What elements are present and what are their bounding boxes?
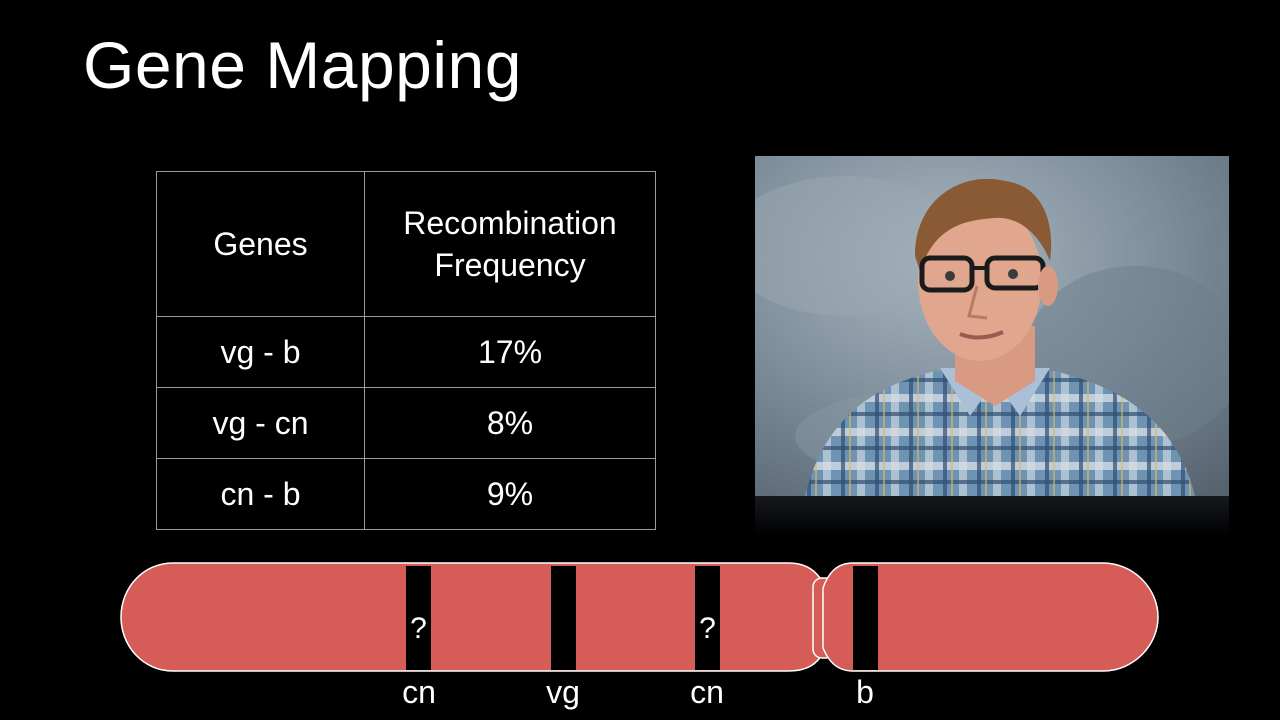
recombination-table: Genes Recombination Frequency vg - b 17%… [156, 171, 656, 530]
question-mark: ? [410, 612, 427, 645]
presenter-video [755, 156, 1229, 496]
question-mark: ? [699, 612, 716, 645]
presenter-illustration [755, 156, 1229, 496]
chromosome-long-arm [120, 562, 827, 672]
header-freq-line2: Frequency [434, 247, 586, 283]
header-freq-line1: Recombination [403, 205, 617, 241]
cell-frequency: 8% [364, 387, 656, 459]
video-reflection [755, 496, 1229, 536]
cell-genes: cn - b [156, 458, 365, 530]
header-genes: Genes [156, 171, 365, 317]
gene-label-cn: cn [402, 674, 436, 710]
gene-band-cn-right [695, 566, 720, 670]
cell-frequency: 9% [364, 458, 656, 530]
chromosome-diagram: ? ? [120, 562, 1159, 672]
table-header-row: Genes Recombination Frequency [156, 171, 656, 317]
table-row: cn - b 9% [156, 458, 656, 530]
cell-genes: vg - cn [156, 387, 365, 459]
gene-label-cn: cn [690, 674, 724, 710]
table-row: vg - b 17% [156, 316, 656, 388]
gene-label-b: b [856, 674, 874, 710]
gene-band-cn-left [406, 566, 431, 670]
cell-genes: vg - b [156, 316, 365, 388]
gene-band-b [853, 566, 878, 670]
gene-band-vg [551, 566, 576, 670]
slide-title: Gene Mapping [83, 28, 522, 102]
chromosome-short-arm [822, 562, 1159, 672]
header-recombination-frequency: Recombination Frequency [364, 171, 656, 317]
cell-frequency: 17% [364, 316, 656, 388]
gene-label-vg: vg [546, 674, 580, 710]
table-row: vg - cn 8% [156, 387, 656, 459]
